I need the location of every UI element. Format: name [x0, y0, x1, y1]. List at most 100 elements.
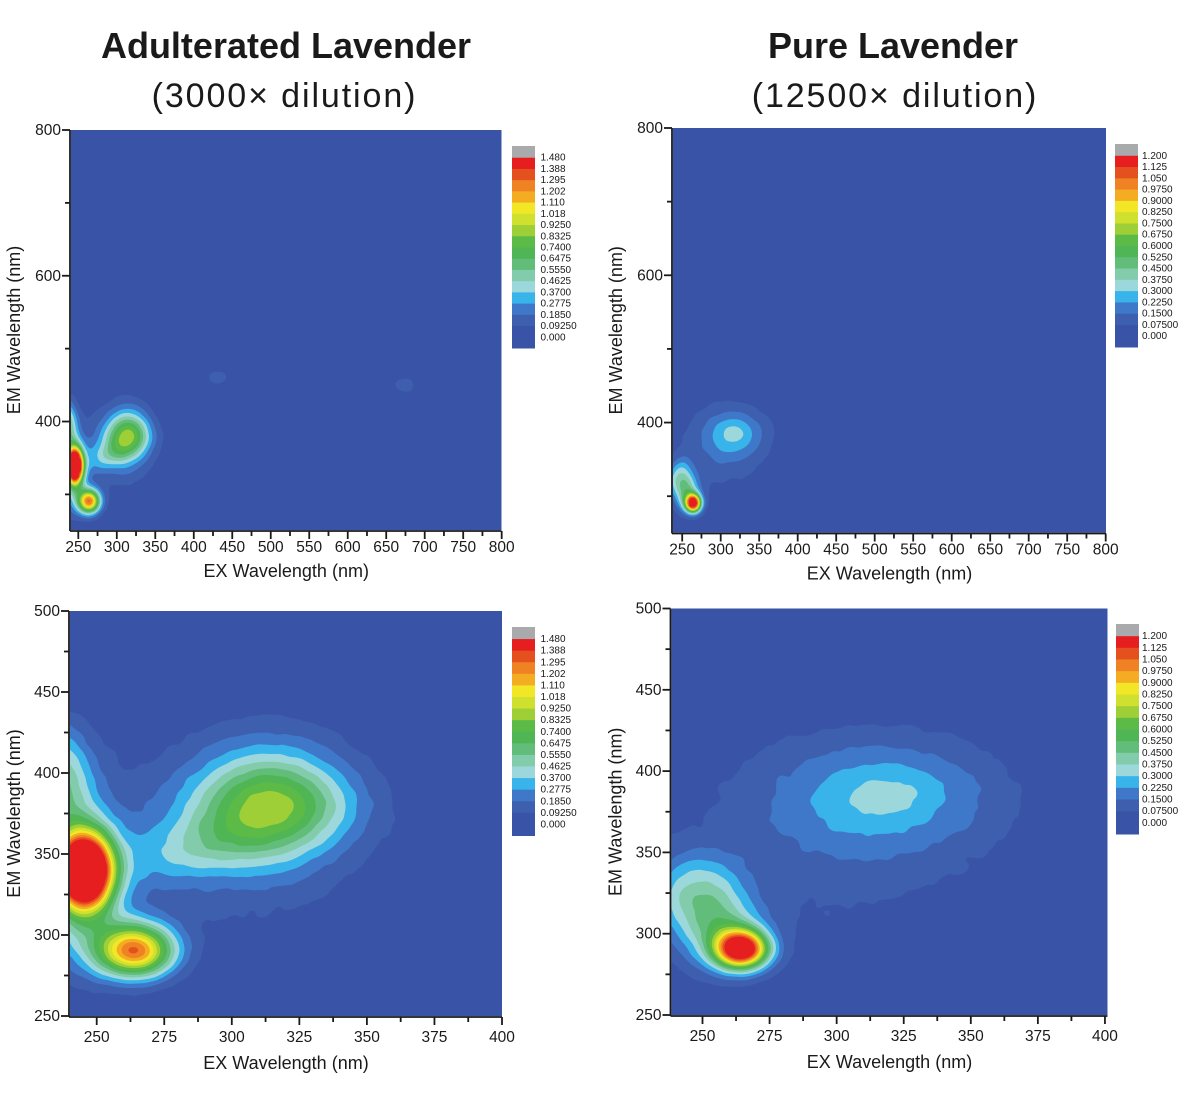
svg-text:0.5550: 0.5550: [541, 265, 572, 276]
svg-text:400: 400: [1092, 1028, 1118, 1045]
svg-text:0.6000: 0.6000: [1142, 241, 1173, 252]
svg-text:0.8325: 0.8325: [541, 231, 572, 242]
svg-text:250: 250: [34, 1008, 60, 1025]
svg-text:0.6750: 0.6750: [1142, 230, 1173, 241]
svg-text:700: 700: [1016, 542, 1042, 559]
svg-text:0.3750: 0.3750: [1142, 275, 1173, 286]
svg-text:0.6750: 0.6750: [1142, 713, 1173, 724]
svg-text:0.1850: 0.1850: [541, 310, 572, 321]
svg-text:0.9000: 0.9000: [1142, 678, 1173, 689]
svg-text:500: 500: [258, 539, 284, 556]
svg-text:300: 300: [219, 1029, 245, 1046]
svg-text:0.8250: 0.8250: [1142, 207, 1173, 218]
svg-text:400: 400: [637, 415, 663, 432]
svg-text:0.1500: 0.1500: [1142, 309, 1173, 320]
svg-text:350: 350: [636, 844, 662, 861]
svg-text:500: 500: [862, 542, 888, 559]
svg-text:450: 450: [34, 684, 60, 701]
svg-text:275: 275: [757, 1028, 783, 1045]
svg-text:1.125: 1.125: [1142, 162, 1167, 173]
svg-text:0.3000: 0.3000: [1142, 286, 1173, 297]
svg-text:0.3750: 0.3750: [1142, 760, 1173, 771]
svg-text:1.295: 1.295: [541, 657, 566, 668]
svg-text:600: 600: [335, 539, 361, 556]
svg-text:0.1850: 0.1850: [541, 796, 572, 807]
svg-text:0.9750: 0.9750: [1142, 666, 1173, 677]
svg-text:250: 250: [84, 1029, 110, 1046]
svg-text:EM Wavelength (nm): EM Wavelength (nm): [606, 246, 626, 414]
svg-text:350: 350: [34, 846, 60, 863]
svg-text:300: 300: [34, 927, 60, 944]
svg-text:EX Wavelength (nm): EX Wavelength (nm): [807, 564, 972, 584]
svg-text:0.09250: 0.09250: [541, 808, 578, 819]
svg-text:EM Wavelength (nm): EM Wavelength (nm): [606, 728, 626, 896]
svg-text:0.5550: 0.5550: [541, 750, 572, 761]
svg-text:Pure Lavender: Pure Lavender: [768, 25, 1018, 66]
svg-text:600: 600: [637, 267, 663, 284]
svg-text:500: 500: [34, 603, 60, 620]
svg-text:1.050: 1.050: [1142, 655, 1167, 666]
svg-text:0.4625: 0.4625: [541, 276, 572, 287]
svg-text:450: 450: [823, 542, 849, 559]
svg-text:400: 400: [34, 765, 60, 782]
svg-text:350: 350: [354, 1029, 380, 1046]
svg-text:0.5250: 0.5250: [1142, 736, 1173, 747]
svg-text:450: 450: [636, 682, 662, 699]
svg-text:EX Wavelength (nm): EX Wavelength (nm): [807, 1052, 972, 1072]
svg-text:0.7500: 0.7500: [1142, 701, 1173, 712]
svg-text:650: 650: [977, 542, 1003, 559]
svg-text:0.9250: 0.9250: [541, 220, 572, 231]
svg-text:1.388: 1.388: [541, 646, 566, 657]
svg-text:250: 250: [669, 542, 695, 559]
svg-text:750: 750: [450, 539, 476, 556]
svg-text:600: 600: [939, 542, 965, 559]
svg-text:1.200: 1.200: [1142, 631, 1167, 642]
svg-text:350: 350: [746, 542, 772, 559]
svg-text:1.050: 1.050: [1142, 173, 1167, 184]
svg-text:1.110: 1.110: [541, 198, 566, 209]
svg-text:EM Wavelength (nm): EM Wavelength (nm): [4, 246, 24, 414]
svg-text:800: 800: [637, 120, 663, 137]
svg-text:375: 375: [422, 1029, 448, 1046]
svg-text:0.07500: 0.07500: [1142, 320, 1179, 331]
svg-text:0.000: 0.000: [541, 819, 566, 830]
svg-text:0.3700: 0.3700: [541, 773, 572, 784]
svg-text:400: 400: [636, 763, 662, 780]
svg-text:300: 300: [104, 539, 130, 556]
svg-text:0.8250: 0.8250: [1142, 690, 1173, 701]
svg-text:0.4500: 0.4500: [1142, 264, 1173, 275]
svg-text:0.7400: 0.7400: [541, 727, 572, 738]
svg-text:325: 325: [891, 1028, 917, 1045]
svg-text:0.8325: 0.8325: [541, 715, 572, 726]
svg-text:0.2775: 0.2775: [541, 785, 572, 796]
svg-text:0.000: 0.000: [1142, 331, 1167, 342]
svg-text:1.018: 1.018: [541, 692, 566, 703]
svg-text:0.9000: 0.9000: [1142, 196, 1173, 207]
svg-text:375: 375: [1025, 1028, 1051, 1045]
svg-text:700: 700: [412, 539, 438, 556]
svg-text:1.480: 1.480: [541, 634, 566, 645]
svg-text:Adulterated Lavender: Adulterated Lavender: [101, 25, 471, 66]
svg-text:300: 300: [636, 926, 662, 943]
svg-text:(3000× dilution): (3000× dilution): [152, 77, 418, 115]
svg-text:1.200: 1.200: [1142, 151, 1167, 162]
svg-text:800: 800: [35, 122, 61, 139]
svg-text:250: 250: [65, 539, 91, 556]
svg-text:350: 350: [142, 539, 168, 556]
svg-text:400: 400: [489, 1029, 515, 1046]
svg-text:0.07500: 0.07500: [1142, 806, 1179, 817]
svg-text:800: 800: [489, 539, 515, 556]
svg-text:500: 500: [636, 601, 662, 618]
svg-text:0.000: 0.000: [1142, 818, 1167, 829]
svg-text:0.4500: 0.4500: [1142, 748, 1173, 759]
svg-text:0.5250: 0.5250: [1142, 252, 1173, 263]
svg-text:0.9250: 0.9250: [541, 704, 572, 715]
svg-text:1.202: 1.202: [541, 669, 566, 680]
svg-text:250: 250: [636, 1007, 662, 1024]
svg-text:0.3700: 0.3700: [541, 287, 572, 298]
svg-text:EM Wavelength (nm): EM Wavelength (nm): [4, 729, 24, 897]
svg-text:350: 350: [958, 1028, 984, 1045]
svg-text:0.3000: 0.3000: [1142, 771, 1173, 782]
svg-text:1.125: 1.125: [1142, 643, 1167, 654]
svg-text:1.202: 1.202: [541, 186, 566, 197]
